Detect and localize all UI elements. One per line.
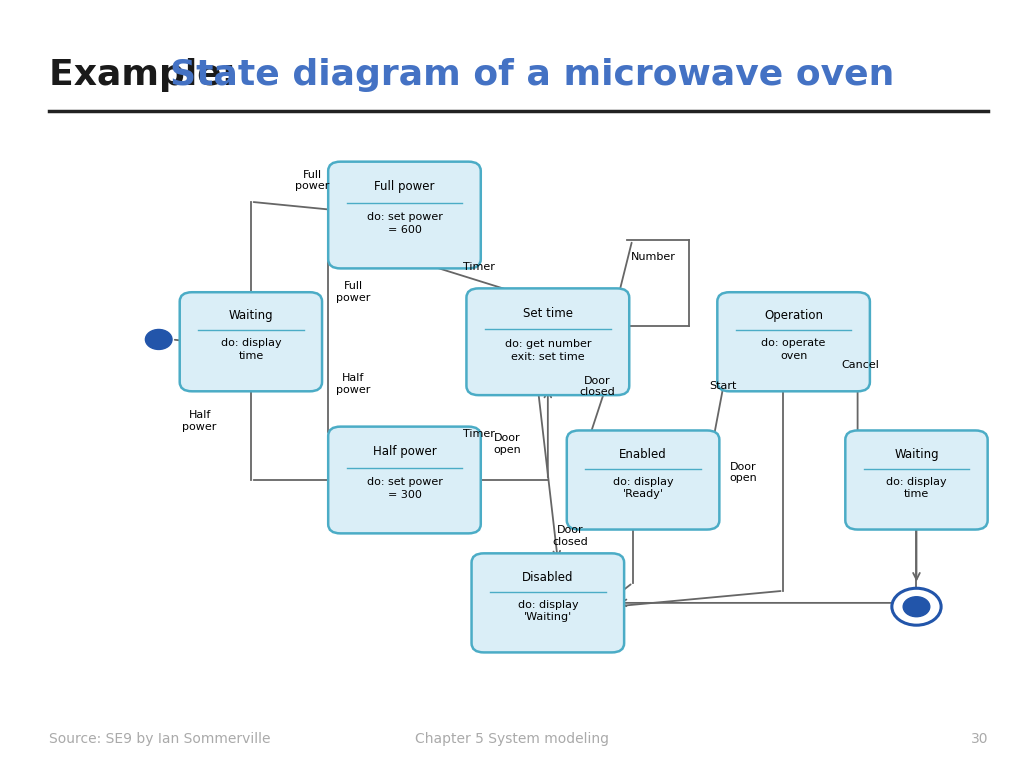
Text: Half
power: Half power (336, 373, 371, 395)
Text: Timer: Timer (463, 429, 496, 439)
Text: Door
closed: Door closed (553, 525, 588, 547)
FancyBboxPatch shape (328, 427, 481, 533)
Text: Example:: Example: (49, 58, 249, 91)
Text: do: operate
oven: do: operate oven (762, 339, 825, 361)
Text: do: display
time: do: display time (220, 339, 282, 361)
Text: do: display
'Waiting': do: display 'Waiting' (517, 600, 579, 622)
FancyBboxPatch shape (717, 292, 870, 391)
FancyBboxPatch shape (846, 430, 987, 530)
Text: Waiting: Waiting (228, 310, 273, 323)
Text: Full
power: Full power (336, 281, 371, 303)
Text: Full
power: Full power (295, 170, 330, 191)
FancyBboxPatch shape (328, 162, 481, 269)
Text: Disabled: Disabled (522, 571, 573, 584)
Text: Full power: Full power (374, 180, 435, 194)
Text: Enabled: Enabled (620, 448, 667, 461)
FancyBboxPatch shape (467, 288, 629, 395)
Text: Half power: Half power (373, 445, 436, 458)
Text: do: get number
exit: set time: do: get number exit: set time (505, 339, 591, 362)
Text: Chapter 5 System modeling: Chapter 5 System modeling (415, 733, 609, 746)
Circle shape (903, 597, 930, 617)
Circle shape (892, 588, 941, 625)
Text: Waiting: Waiting (894, 448, 939, 461)
Text: do: display
time: do: display time (886, 477, 947, 499)
Text: do: display
'Ready': do: display 'Ready' (612, 477, 674, 499)
Text: Half
power: Half power (182, 410, 217, 432)
FancyBboxPatch shape (471, 553, 625, 653)
Text: Source: SE9 by Ian Sommerville: Source: SE9 by Ian Sommerville (49, 733, 270, 746)
Text: Timer: Timer (463, 262, 496, 273)
Text: State diagram of a microwave oven: State diagram of a microwave oven (170, 58, 894, 91)
Text: Operation: Operation (764, 310, 823, 323)
Text: do: set power
= 600: do: set power = 600 (367, 213, 442, 235)
FancyBboxPatch shape (180, 292, 322, 391)
Text: Cancel: Cancel (842, 359, 879, 370)
Text: Door
open: Door open (493, 433, 521, 455)
Text: Start: Start (710, 381, 736, 392)
Text: Door
open: Door open (729, 462, 758, 483)
Text: do: set power
= 300: do: set power = 300 (367, 478, 442, 500)
Circle shape (145, 329, 172, 349)
Text: 30: 30 (971, 733, 988, 746)
Text: Set time: Set time (523, 307, 572, 320)
Text: Door
closed: Door closed (580, 376, 614, 397)
Text: Number: Number (631, 252, 676, 263)
FancyBboxPatch shape (567, 430, 719, 530)
